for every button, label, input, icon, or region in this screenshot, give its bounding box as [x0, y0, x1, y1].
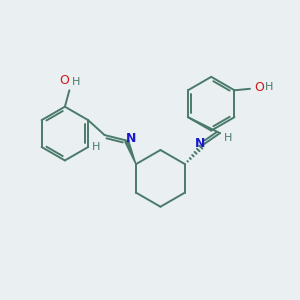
Text: O: O — [59, 74, 69, 87]
Text: H: H — [72, 77, 80, 87]
Text: H: H — [92, 142, 100, 152]
Polygon shape — [125, 140, 136, 164]
Text: H: H — [265, 82, 273, 92]
Text: H: H — [224, 133, 232, 142]
Text: O: O — [254, 81, 264, 94]
Text: N: N — [195, 137, 205, 150]
Text: N: N — [126, 133, 136, 146]
